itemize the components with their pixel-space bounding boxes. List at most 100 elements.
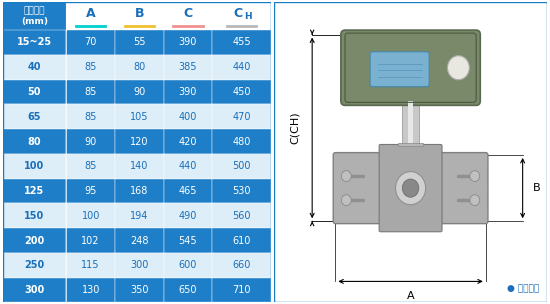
FancyBboxPatch shape (116, 253, 164, 278)
Circle shape (342, 195, 351, 206)
FancyBboxPatch shape (212, 30, 271, 55)
Text: 600: 600 (179, 260, 197, 270)
FancyBboxPatch shape (164, 179, 212, 203)
Text: 90: 90 (134, 87, 146, 97)
FancyBboxPatch shape (370, 52, 429, 87)
FancyBboxPatch shape (3, 30, 66, 55)
Text: 650: 650 (179, 285, 197, 295)
Text: 120: 120 (130, 136, 149, 147)
FancyBboxPatch shape (398, 143, 423, 146)
FancyBboxPatch shape (66, 154, 116, 179)
FancyBboxPatch shape (3, 2, 66, 30)
Text: C: C (233, 7, 242, 20)
Text: 80: 80 (28, 136, 41, 147)
Circle shape (470, 171, 480, 181)
Text: 140: 140 (130, 161, 149, 171)
FancyBboxPatch shape (116, 2, 164, 30)
Text: 248: 248 (130, 236, 149, 246)
FancyBboxPatch shape (212, 104, 271, 129)
FancyBboxPatch shape (212, 228, 271, 253)
Text: 385: 385 (179, 62, 197, 72)
FancyBboxPatch shape (116, 129, 164, 154)
FancyBboxPatch shape (212, 253, 271, 278)
Text: 100: 100 (81, 211, 100, 221)
Text: 55: 55 (134, 37, 146, 47)
FancyBboxPatch shape (3, 278, 66, 302)
FancyBboxPatch shape (66, 104, 116, 129)
Text: 470: 470 (233, 112, 251, 122)
FancyBboxPatch shape (3, 203, 66, 228)
Text: 85: 85 (85, 62, 97, 72)
Text: 194: 194 (130, 211, 149, 221)
Text: 70: 70 (85, 37, 97, 47)
Text: 660: 660 (233, 260, 251, 270)
FancyBboxPatch shape (66, 253, 116, 278)
Text: 440: 440 (233, 62, 251, 72)
Text: 420: 420 (179, 136, 197, 147)
Text: 130: 130 (81, 285, 100, 295)
FancyBboxPatch shape (212, 80, 271, 104)
FancyBboxPatch shape (66, 278, 116, 302)
FancyBboxPatch shape (116, 104, 164, 129)
FancyBboxPatch shape (116, 203, 164, 228)
Circle shape (470, 195, 480, 206)
Text: 455: 455 (232, 37, 251, 47)
Text: 250: 250 (24, 260, 45, 270)
Text: 440: 440 (179, 161, 197, 171)
Text: 50: 50 (28, 87, 41, 97)
Text: 530: 530 (233, 186, 251, 196)
Text: 仪表口径
(mm): 仪表口径 (mm) (21, 6, 48, 26)
FancyBboxPatch shape (164, 2, 212, 30)
FancyBboxPatch shape (3, 253, 66, 278)
FancyBboxPatch shape (212, 55, 271, 80)
FancyBboxPatch shape (116, 179, 164, 203)
FancyBboxPatch shape (164, 55, 212, 80)
Text: 40: 40 (28, 62, 41, 72)
Text: 610: 610 (233, 236, 251, 246)
Text: 105: 105 (130, 112, 149, 122)
Circle shape (402, 179, 419, 197)
FancyBboxPatch shape (164, 80, 212, 104)
FancyBboxPatch shape (164, 278, 212, 302)
Text: 450: 450 (233, 87, 251, 97)
FancyBboxPatch shape (212, 2, 271, 30)
Circle shape (395, 171, 426, 205)
FancyBboxPatch shape (341, 30, 480, 105)
FancyBboxPatch shape (3, 129, 66, 154)
Text: 560: 560 (233, 211, 251, 221)
Text: A: A (86, 7, 96, 20)
Circle shape (342, 171, 351, 181)
Text: B: B (532, 183, 540, 193)
FancyBboxPatch shape (164, 253, 212, 278)
FancyBboxPatch shape (66, 203, 116, 228)
FancyBboxPatch shape (212, 129, 271, 154)
Text: 300: 300 (24, 285, 45, 295)
Text: 85: 85 (85, 112, 97, 122)
Text: 390: 390 (179, 87, 197, 97)
FancyBboxPatch shape (274, 2, 547, 302)
FancyBboxPatch shape (116, 228, 164, 253)
Text: 710: 710 (233, 285, 251, 295)
FancyBboxPatch shape (3, 154, 66, 179)
Text: A: A (407, 292, 414, 302)
Text: 80: 80 (134, 62, 146, 72)
FancyBboxPatch shape (164, 30, 212, 55)
Text: 125: 125 (24, 186, 45, 196)
FancyBboxPatch shape (409, 101, 412, 146)
FancyBboxPatch shape (66, 80, 116, 104)
Text: 300: 300 (130, 260, 149, 270)
FancyBboxPatch shape (212, 278, 271, 302)
Circle shape (448, 56, 469, 80)
Text: 102: 102 (81, 236, 100, 246)
FancyBboxPatch shape (66, 2, 116, 30)
FancyBboxPatch shape (212, 179, 271, 203)
FancyBboxPatch shape (3, 104, 66, 129)
Text: 200: 200 (24, 236, 45, 246)
FancyBboxPatch shape (116, 80, 164, 104)
Text: H: H (244, 12, 251, 21)
FancyBboxPatch shape (164, 228, 212, 253)
FancyBboxPatch shape (66, 30, 116, 55)
Text: 390: 390 (179, 37, 197, 47)
Text: 100: 100 (24, 161, 45, 171)
Text: 90: 90 (85, 136, 97, 147)
